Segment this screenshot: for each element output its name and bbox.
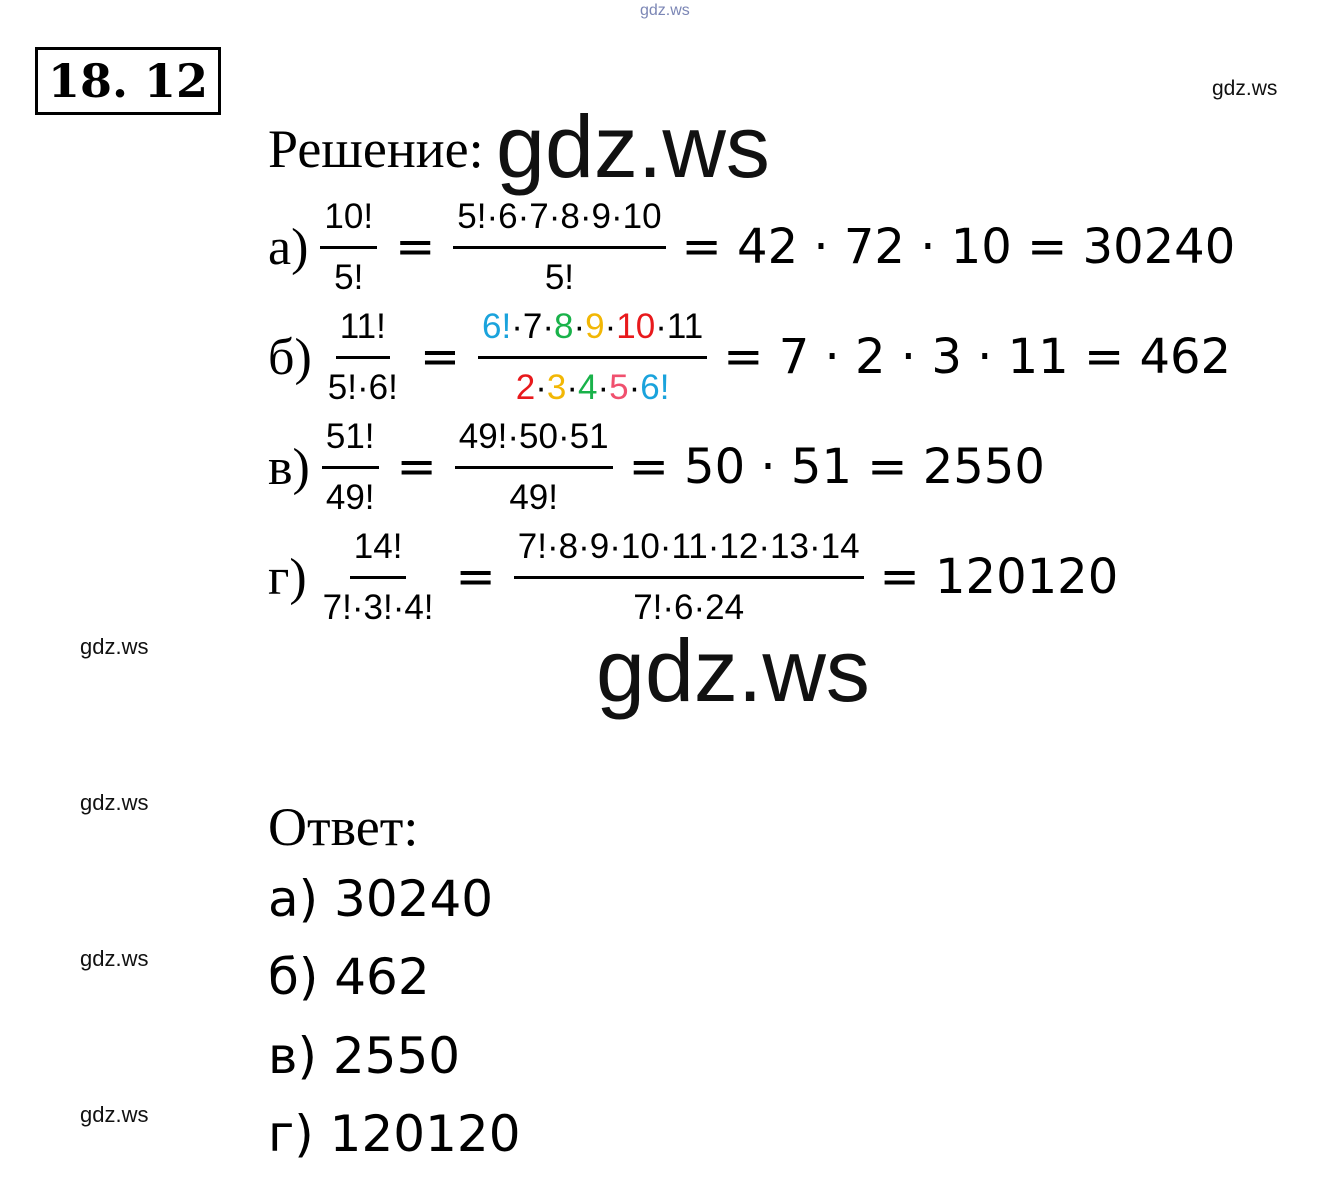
solution-row: б) 11! 5!·6! = 6!·7·8·9·10·11 2·3·4·5·6! = 7 ·… xyxy=(268,302,1231,412)
denominator: 5! xyxy=(334,257,364,297)
watermark: gdz.ws xyxy=(80,946,149,971)
solution-row: г) 14! 7!·3!·4! = 7!·8·9·10·11·12·13·14 7!·6·… xyxy=(268,522,1118,632)
answer: а) 30240 xyxy=(268,870,494,928)
numerator: 5!·6·7·8·9·10 xyxy=(453,196,666,249)
answer: б) 462 xyxy=(268,948,430,1006)
fraction: 51! 49! xyxy=(321,416,379,519)
denominator: 7!·6·24 xyxy=(629,579,748,629)
item-label: в) xyxy=(268,438,310,496)
item-label: а) xyxy=(268,218,309,276)
denominator: 5! xyxy=(541,249,578,299)
watermark: gdz.ws xyxy=(1212,77,1278,100)
term: 6! xyxy=(482,306,512,346)
fraction: 6!·7·8·9·10·11 2·3·4·5·6! xyxy=(478,306,708,409)
denominator: 7!·3!·4! xyxy=(322,587,434,627)
answer-label: Ответ: xyxy=(268,797,419,857)
term: 5! xyxy=(544,257,575,297)
term: 7!·8·9·10·11·12·13·14 xyxy=(517,526,860,566)
item-label: б) xyxy=(268,328,312,386)
term: ·7· xyxy=(511,306,555,346)
result: = 50 · 51 = 2550 xyxy=(628,439,1045,495)
numerator: 10! xyxy=(320,196,378,249)
term: 6! xyxy=(640,367,670,407)
term: · xyxy=(604,306,617,346)
term: 2 xyxy=(515,367,536,407)
equals-sign: = xyxy=(396,439,437,495)
term: · xyxy=(566,367,579,407)
answer: г) 120120 xyxy=(268,1105,521,1163)
watermark: gdz.ws xyxy=(596,621,870,720)
denominator: 5!·6! xyxy=(327,367,398,407)
denominator: 2·3·4·5·6! xyxy=(512,359,674,409)
term: · xyxy=(597,367,610,407)
numerator: 14! xyxy=(349,526,407,579)
denominator: 49! xyxy=(325,477,375,517)
watermark: gdz.ws xyxy=(640,2,690,19)
term: 3 xyxy=(546,367,567,407)
term: · xyxy=(573,306,586,346)
fraction: 11! 5!·6! xyxy=(324,306,402,409)
numerator: 6!·7·8·9·10·11 xyxy=(478,306,708,359)
equals-sign: = xyxy=(419,329,461,385)
term: 8 xyxy=(554,306,574,346)
term: ·11 xyxy=(655,306,704,346)
numerator: 51! xyxy=(321,416,379,469)
fraction: 10! 5! xyxy=(320,196,378,299)
term: 7!·6·24 xyxy=(633,587,745,627)
term: 9 xyxy=(585,306,605,346)
watermark: gdz.ws xyxy=(496,97,770,196)
watermark: gdz.ws xyxy=(80,790,149,815)
equals-sign: = xyxy=(395,219,436,275)
equals-sign: = xyxy=(455,549,496,605)
item-label: г) xyxy=(268,548,307,606)
term: 5!·6·7·8·9·10 xyxy=(457,196,662,236)
term: 4 xyxy=(578,367,598,407)
numerator: 11! xyxy=(335,306,390,359)
problem-number: 18. 12 xyxy=(35,47,221,115)
fraction: 14! 7!·3!·4! xyxy=(319,526,438,629)
answer: в) 2550 xyxy=(268,1027,461,1085)
denominator: 49! xyxy=(505,469,562,519)
solution-row: а) 10! 5! = 5!·6·7·8·9·10 5! = 42 · 72 · 10 = … xyxy=(268,192,1235,302)
fraction: 5!·6·7·8·9·10 5! xyxy=(453,196,666,299)
solution-row: в) 51! 49! = 49!·50·51 49! = 50 · 51 = 2550 xyxy=(268,412,1045,522)
result: = 42 · 72 · 10 = 30240 xyxy=(681,219,1236,275)
term: 5 xyxy=(609,367,629,407)
term: · xyxy=(628,367,641,407)
watermark: gdz.ws xyxy=(80,1102,149,1127)
term: · xyxy=(535,367,547,407)
term: 49!·50·51 xyxy=(458,416,609,456)
result: = 120120 xyxy=(879,549,1119,605)
term: 10 xyxy=(616,306,656,346)
term: 49! xyxy=(509,477,558,517)
numerator: 49!·50·51 xyxy=(454,416,613,469)
watermark: gdz.ws xyxy=(80,634,149,659)
solution-label: Решение: xyxy=(268,119,484,179)
fraction: 7!·8·9·10·11·12·13·14 7!·6·24 xyxy=(513,526,864,629)
result: = 7 · 2 · 3 · 11 = 462 xyxy=(723,329,1232,385)
fraction: 49!·50·51 49! xyxy=(454,416,613,519)
numerator: 7!·8·9·10·11·12·13·14 xyxy=(513,526,864,579)
